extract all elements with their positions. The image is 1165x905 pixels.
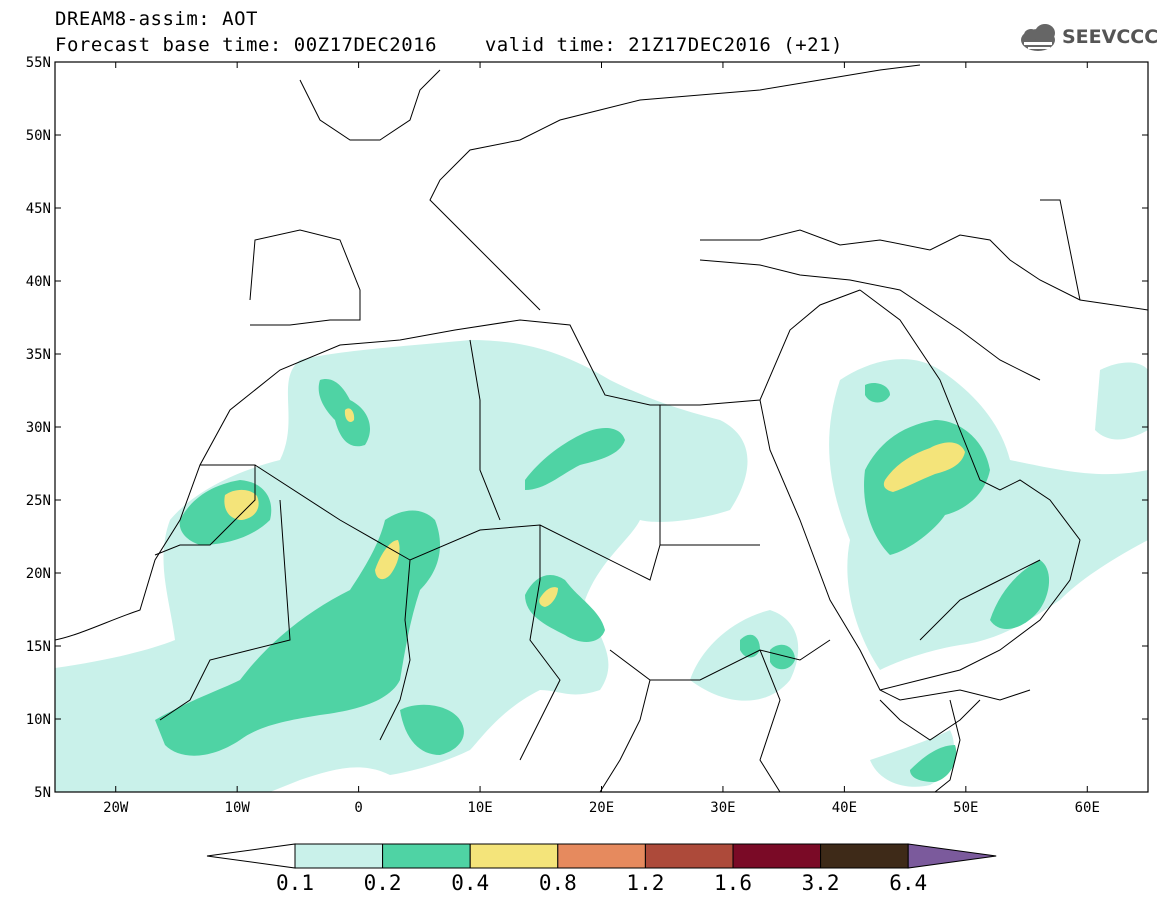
colorbar-swatch <box>469 843 559 869</box>
colorbar-level-label: 1.6 <box>714 871 752 895</box>
colorbar-swatch <box>382 843 471 869</box>
logo-text: SEEVCCC <box>1062 26 1159 48</box>
colorbar-level-label: 1.2 <box>626 871 664 895</box>
colorbar-swatch <box>820 843 909 869</box>
lat-tick-label: 15N <box>26 639 51 655</box>
colorbar-swatch <box>557 843 646 869</box>
colorbar-boxes <box>206 843 997 869</box>
colorbar-level-label: 6.4 <box>889 871 927 895</box>
lat-tick-label: 5N <box>34 785 51 801</box>
colorbar-level-label: 0.4 <box>451 871 489 895</box>
colorbar-swatch <box>644 843 734 869</box>
aot-level-0.4 <box>224 408 965 607</box>
colorbar-level-label: 3.2 <box>802 871 840 895</box>
lon-tick-label: 20W <box>103 800 129 816</box>
lat-tick-label: 25N <box>26 493 51 509</box>
valid-time: valid time: 21Z17DEC2016 (+21) <box>484 34 843 56</box>
lon-tick-label: 10E <box>467 800 492 816</box>
lat-tick-label: 30N <box>26 420 51 436</box>
lon-tick-label: 40E <box>832 800 857 816</box>
colorbar-level-label: 0.1 <box>276 871 314 895</box>
cloud-icon <box>1021 24 1055 51</box>
lat-tick-label: 55N <box>26 55 51 71</box>
lon-tick-label: 30E <box>710 800 735 816</box>
colorbar-level-label: 0.2 <box>364 871 402 895</box>
coastlines <box>55 64 1148 792</box>
colorbar-swatch <box>294 843 384 869</box>
colorbar-low-arrow <box>206 843 296 869</box>
colorbar-high-arrow <box>907 843 997 869</box>
aot-level-0.2 <box>155 379 1050 782</box>
colorbar-level-label: 0.8 <box>539 871 577 895</box>
colorbar-labels: 0.1 0.2 0.4 0.8 1.2 1.6 3.2 6.4 <box>276 871 927 895</box>
base-time: Forecast base time: 00Z17DEC2016 <box>55 34 438 56</box>
lon-axis: 20W 10W 0 10E 20E 30E 40E 50E 60E <box>103 62 1100 816</box>
lon-tick-label: 10W <box>225 800 251 816</box>
chart-title: DREAM8-assim: AOT <box>55 8 258 30</box>
lat-tick-label: 50N <box>26 128 51 144</box>
lat-tick-label: 45N <box>26 201 51 217</box>
lat-tick-label: 40N <box>26 274 51 290</box>
lat-tick-label: 20N <box>26 566 51 582</box>
lat-tick-label: 10N <box>26 712 51 728</box>
lat-axis: 55N 50N 45N 40N 35N 30N 25N 20N 15N 10N 5N <box>26 55 1148 801</box>
lon-tick-label: 20E <box>589 800 614 816</box>
lat-tick-label: 35N <box>26 347 51 363</box>
lon-tick-label: 0 <box>354 800 362 816</box>
colorbar-swatch <box>732 843 822 869</box>
lon-tick-label: 50E <box>953 800 978 816</box>
lon-tick-label: 60E <box>1075 800 1100 816</box>
time-info: Forecast base time: 00Z17DEC2016 valid t… <box>55 34 843 56</box>
seevccc-logo <box>1021 24 1055 51</box>
